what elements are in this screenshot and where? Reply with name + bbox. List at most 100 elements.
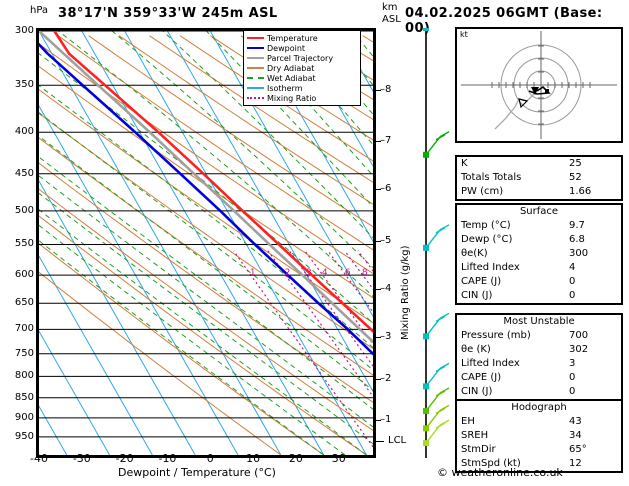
row-key: StmDir — [461, 444, 496, 455]
row-value: 65° — [569, 444, 587, 455]
table-row: CIN (J) 0 — [457, 289, 621, 303]
legend-item-dewpoint: Dewpoint — [247, 43, 357, 53]
pressure-tick-350: 350 — [14, 79, 34, 91]
table-title: Most Unstable — [503, 316, 575, 327]
table-row: CAPE (J) 0 — [457, 371, 621, 385]
svg-text:2: 2 — [285, 268, 291, 278]
hodograph-unit-label: kt — [460, 30, 468, 39]
height-tick-1: –1 — [380, 413, 392, 425]
table-row: Pressure (mb) 700 — [457, 329, 621, 343]
table-row: Lifted Index 4 — [457, 261, 621, 275]
legend-item-mixing-ratio: Mixing Ratio — [247, 93, 357, 103]
height-tick-2: –2 — [380, 372, 392, 384]
temp-tick-20: 20 — [288, 452, 303, 465]
table-row: θe (K) 302 — [457, 343, 621, 357]
legend-label: Mixing Ratio — [267, 93, 317, 103]
table-row: Totals Totals 52 — [457, 171, 621, 185]
table-row: CIN (J) 0 — [457, 385, 621, 399]
lcl-label: LCL — [388, 434, 407, 446]
legend-item-parcel-trajectory: Parcel Trajectory — [247, 53, 357, 63]
table-row: K 25 — [457, 157, 621, 171]
legend-swatch — [247, 37, 264, 39]
svg-text:1: 1 — [250, 268, 256, 278]
height-tick-8: –8 — [380, 84, 392, 96]
row-value: 52 — [569, 172, 582, 183]
height-tick-mark — [376, 189, 381, 191]
table-row: EH 43 — [457, 415, 621, 429]
row-key: Lifted Index — [461, 358, 520, 369]
svg-text:6: 6 — [345, 268, 351, 278]
row-key: CAPE (J) — [461, 372, 502, 383]
row-value: 12 — [569, 458, 582, 469]
legend-item-isotherm: Isotherm — [247, 83, 357, 93]
pressure-tick-900: 900 — [14, 411, 34, 423]
legend-label: Wet Adiabat — [267, 73, 316, 83]
row-value: 300 — [569, 248, 589, 259]
temp-tick--20: -20 — [115, 452, 134, 465]
row-key: CIN (J) — [461, 386, 493, 397]
pressure-tick-500: 500 — [14, 204, 34, 216]
height-tick-mark — [376, 419, 381, 421]
height-tick-3: –3 — [380, 330, 392, 342]
table-title: Surface — [519, 206, 559, 217]
row-key: StmSpd (kt) — [461, 458, 521, 469]
legend-swatch — [247, 57, 264, 59]
lcl-tick — [376, 440, 384, 442]
row-value: 6.8 — [569, 234, 585, 245]
row-value: 0 — [569, 276, 576, 287]
height-unit-label-km: km — [382, 2, 398, 13]
row-key: Pressure (mb) — [461, 330, 531, 341]
row-value: 0 — [569, 386, 576, 397]
pressure-tick-600: 600 — [14, 269, 34, 281]
row-key: PW (cm) — [461, 186, 504, 197]
row-value: 4 — [569, 262, 576, 273]
legend-item-temperature: Temperature — [247, 33, 357, 43]
legend-swatch — [247, 97, 264, 99]
table-title: Hodograph — [511, 402, 567, 413]
row-value: 43 — [569, 416, 582, 427]
height-tick-7: –7 — [380, 135, 392, 146]
height-unit-label-asl: ASL — [382, 14, 401, 25]
height-tick-mark — [376, 90, 381, 92]
pressure-tick-800: 800 — [14, 370, 34, 382]
table-row: StmDir 65° — [457, 443, 621, 457]
copyright-label: © weatheronline.co.uk — [437, 466, 563, 479]
hodograph-plot[interactable]: kt — [455, 27, 623, 143]
hodograph-canvas — [461, 31, 617, 139]
temp-tick-0: 0 — [206, 452, 214, 465]
table-row: θe(K) 300 — [457, 247, 621, 261]
table-row: PW (cm) 1.66 — [457, 185, 621, 199]
row-value: 3 — [569, 358, 576, 369]
row-key: Totals Totals — [461, 172, 522, 183]
row-key: θe(K) — [461, 248, 488, 259]
row-key: Lifted Index — [461, 262, 520, 273]
legend-item-dry-adiabat: Dry Adiabat — [247, 63, 357, 73]
temp-tick--40: -40 — [30, 452, 48, 465]
row-key: θe (K) — [461, 344, 491, 355]
height-tick-mark — [376, 336, 381, 338]
legend-swatch — [247, 87, 264, 89]
legend-label: Temperature — [267, 33, 318, 43]
indices-table: K 25 Totals Totals 52 PW (cm) 1.66 — [455, 155, 623, 201]
row-value: 9.7 — [569, 220, 585, 231]
pressure-tick-400: 400 — [14, 126, 34, 138]
height-tick-mark — [376, 378, 381, 380]
svg-text:4: 4 — [322, 268, 328, 278]
height-tick-5: –5 — [380, 235, 392, 247]
height-tick-mark — [376, 141, 381, 142]
legend-item-wet-adiabat: Wet Adiabat — [247, 73, 357, 83]
row-key: K — [461, 158, 468, 169]
datetime-title: 04.02.2025 06GMT (Base: 00) — [405, 6, 603, 36]
row-value: 25 — [569, 158, 582, 169]
legend-label: Dry Adiabat — [267, 63, 315, 73]
chart-legend: Temperature Dewpoint Parcel Trajectory Dry … — [243, 30, 361, 106]
pressure-unit-label: hPa — [30, 5, 49, 16]
hodograph-stats-table: Hodograph EH 43 SREH 34 StmDir 65° StmSpd (kt) 1… — [455, 399, 623, 473]
most-unstable-table: Most Unstable Pressure (mb) 700 θe (K) 302 Li… — [455, 313, 623, 401]
row-key: Dewp (°C) — [461, 234, 513, 245]
temp-tick-10: 10 — [246, 452, 261, 465]
legend-label: Dewpoint — [267, 43, 306, 53]
row-key: CAPE (J) — [461, 276, 502, 287]
row-value: 302 — [569, 344, 589, 355]
row-key: EH — [461, 416, 475, 427]
